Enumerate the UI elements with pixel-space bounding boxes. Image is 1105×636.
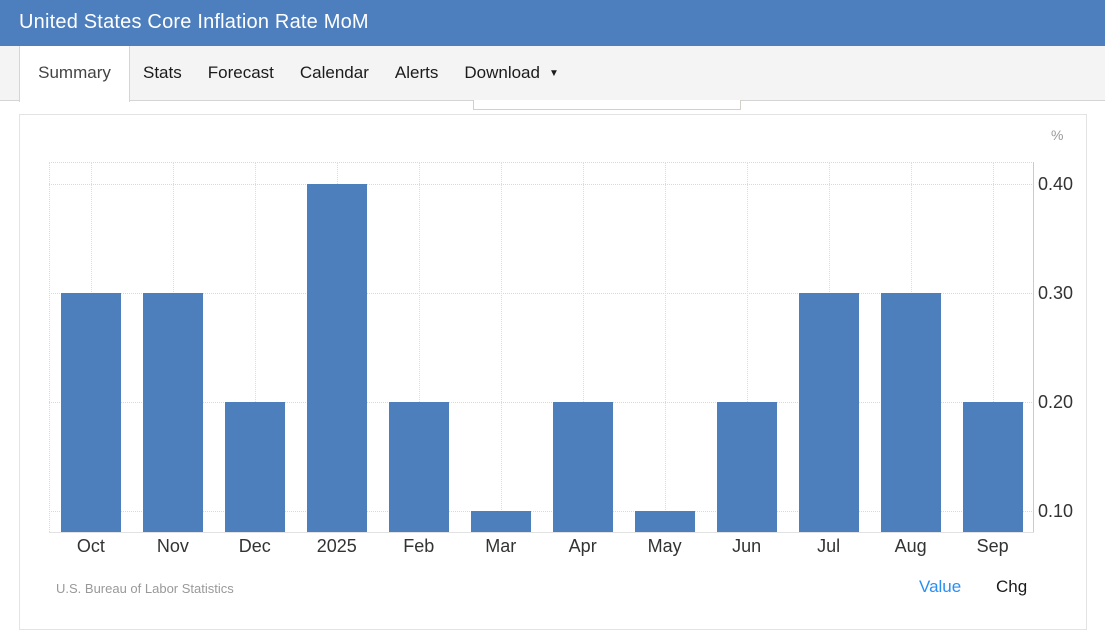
tab-row: Stats Forecast Calendar Alerts Download ▼ [130, 46, 572, 100]
y-tick-label: 0.20 [1038, 392, 1074, 413]
chart-bar-Aug[interactable] [880, 293, 941, 532]
chart-bar-Dec[interactable] [224, 402, 285, 532]
plot-left-edge [49, 162, 50, 532]
chart-bar-Sep[interactable] [962, 402, 1023, 532]
gridline-0.30 [49, 293, 1034, 295]
gridline-vertical [746, 162, 748, 532]
chart-bar-Nov[interactable] [142, 293, 203, 532]
chart-bar-Oct[interactable] [60, 293, 121, 532]
x-axis-label-May: May [647, 536, 682, 556]
gridline-vertical [254, 162, 256, 532]
tab-stats[interactable]: Stats [143, 63, 182, 82]
chart-bar-2025[interactable] [306, 184, 367, 532]
x-axis-label-Jun: Jun [732, 536, 762, 556]
gridline-0.10 [49, 511, 1034, 513]
x-axis-label-Nov: Nov [156, 536, 189, 556]
chart-bar-May[interactable] [634, 511, 695, 532]
x-axis-label-Oct: Oct [76, 536, 105, 556]
gridline-0.40 [49, 184, 1034, 186]
gridline-vertical [418, 162, 420, 532]
y-tick-label: 0.30 [1038, 283, 1074, 304]
y-tick-label: 0.40 [1038, 174, 1074, 195]
x-axis-label-Aug: Aug [894, 536, 927, 556]
x-axis-label-Sep: Sep [976, 536, 1009, 556]
y-axis-line [1033, 162, 1034, 532]
gridline-vertical [500, 162, 502, 532]
chart-panel: 0.10 0.20 0.30 0.40 Oct Nov Dec 2025 Feb Mar Apr Ma… [19, 114, 1087, 630]
x-axis-label-Apr: Apr [568, 536, 597, 556]
y-axis-unit-label: % [1051, 127, 1064, 143]
gridline-0.20 [49, 402, 1034, 404]
chart-bar-Jul[interactable] [798, 293, 859, 532]
tab-calendar[interactable]: Calendar [299, 63, 369, 82]
x-axis-line [49, 532, 1034, 533]
chg-toggle[interactable]: Chg [996, 577, 1028, 596]
gridline-vertical [992, 162, 994, 532]
x-axis-label-Dec: Dec [238, 536, 271, 556]
x-axis-label-2025: 2025 [316, 536, 357, 556]
tab-summary[interactable]: Summary [19, 46, 130, 102]
page-title: United States Core Inflation Rate MoM [19, 11, 369, 33]
gridline-vertical [582, 162, 584, 532]
chevron-down-icon: ▼ [548, 67, 559, 79]
source-attribution: U.S. Bureau of Labor Statistics [56, 581, 234, 596]
x-axis-label-Feb: Feb [403, 536, 435, 556]
page-header: United States Core Inflation Rate MoM [0, 0, 1105, 46]
x-axis-label-Mar: Mar [485, 536, 517, 556]
y-tick-label: 0.10 [1038, 501, 1074, 522]
chart-bar-Feb[interactable] [388, 402, 449, 532]
tab-download-label: Download [464, 62, 540, 82]
tab-forecast[interactable]: Forecast [207, 63, 274, 82]
chart-bar-Mar[interactable] [470, 511, 531, 532]
tab-alerts[interactable]: Alerts [394, 63, 439, 82]
gridline-top [49, 162, 1034, 163]
chart-bar-Jun[interactable] [716, 402, 777, 532]
x-axis-label-Jul: Jul [817, 536, 841, 556]
tab-download[interactable]: Download ▼ [451, 46, 572, 101]
plot-area: 0.10 0.20 0.30 0.40 Oct Nov Dec 2025 Feb Mar Apr Ma… [49, 162, 1073, 556]
clipped-control-box[interactable] [473, 100, 741, 110]
gridline-vertical [664, 162, 666, 532]
chart-bar-Apr[interactable] [552, 402, 613, 532]
value-toggle[interactable]: Value [919, 577, 962, 596]
